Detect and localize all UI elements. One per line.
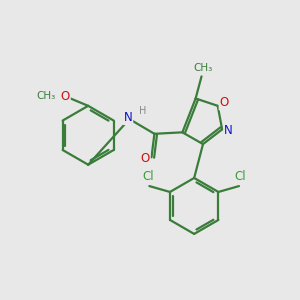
Text: O: O — [220, 96, 229, 110]
Text: N: N — [124, 111, 132, 124]
Text: Cl: Cl — [142, 170, 154, 183]
Text: CH₃: CH₃ — [36, 91, 55, 100]
Text: N: N — [224, 124, 233, 137]
Text: CH₃: CH₃ — [194, 63, 213, 73]
Text: H: H — [139, 106, 146, 116]
Text: Cl: Cl — [235, 170, 246, 183]
Text: O: O — [140, 152, 150, 165]
Text: O: O — [61, 91, 70, 103]
